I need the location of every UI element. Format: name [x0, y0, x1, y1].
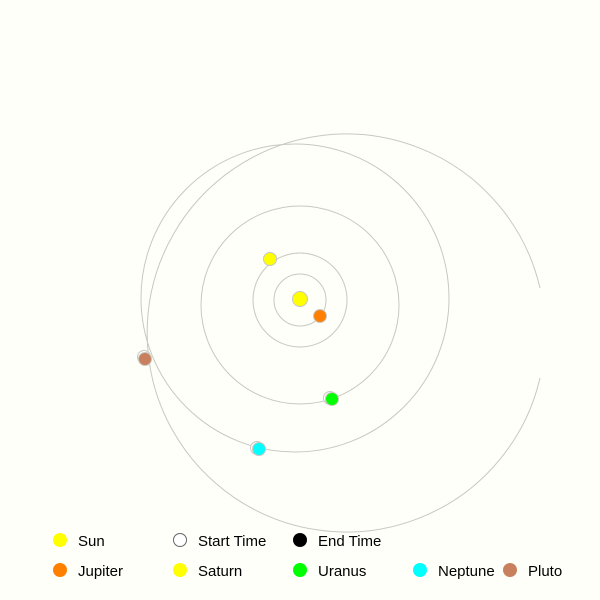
- legend-item-uranus: Uranus: [293, 563, 366, 580]
- legend-item-start-time: Start Time: [173, 533, 266, 550]
- legend-item-pluto: Pluto: [503, 563, 562, 580]
- legend-label-neptune: Neptune: [438, 563, 495, 580]
- sun-marker: [292, 291, 308, 307]
- legend-item-saturn: Saturn: [173, 563, 242, 580]
- uranus-marker: [325, 392, 339, 406]
- legend-label-pluto: Pluto: [528, 563, 562, 580]
- legend-label-saturn: Saturn: [198, 563, 242, 580]
- orbit-saturn: [252, 252, 348, 348]
- legend-item-sun: Sun: [53, 533, 105, 550]
- legend-label-sun: Sun: [78, 533, 105, 550]
- legend-item-jupiter: Jupiter: [53, 563, 123, 580]
- legend-marker-uranus: [293, 563, 307, 577]
- legend-marker-end-time: [293, 533, 307, 547]
- saturn-marker: [263, 252, 277, 266]
- orbit-pluto: [146, 133, 541, 533]
- jupiter-marker: [313, 309, 327, 323]
- planets: [137, 252, 339, 456]
- orbit-neptune: [140, 143, 450, 453]
- legend-marker-neptune: [413, 563, 427, 577]
- legend-marker-jupiter: [53, 563, 67, 577]
- orbit-uranus: [200, 205, 400, 405]
- orbits: [140, 133, 541, 533]
- legend-label-uranus: Uranus: [318, 563, 366, 580]
- legend-item-end-time: End Time: [293, 533, 381, 550]
- legend-marker-pluto: [503, 563, 517, 577]
- legend-label-end-time: End Time: [318, 533, 381, 550]
- legend-item-neptune: Neptune: [413, 563, 495, 580]
- orbit-jupiter: [273, 273, 327, 327]
- legend: Sun Start Time End Time Jupiter Saturn U…: [53, 533, 562, 580]
- legend-marker-saturn: [173, 563, 187, 577]
- legend-marker-sun: [53, 533, 67, 547]
- legend-marker-start-time: [173, 533, 187, 547]
- legend-label-start-time: Start Time: [198, 533, 266, 550]
- pluto-marker: [138, 352, 152, 366]
- neptune-marker: [252, 442, 266, 456]
- legend-label-jupiter: Jupiter: [78, 563, 123, 580]
